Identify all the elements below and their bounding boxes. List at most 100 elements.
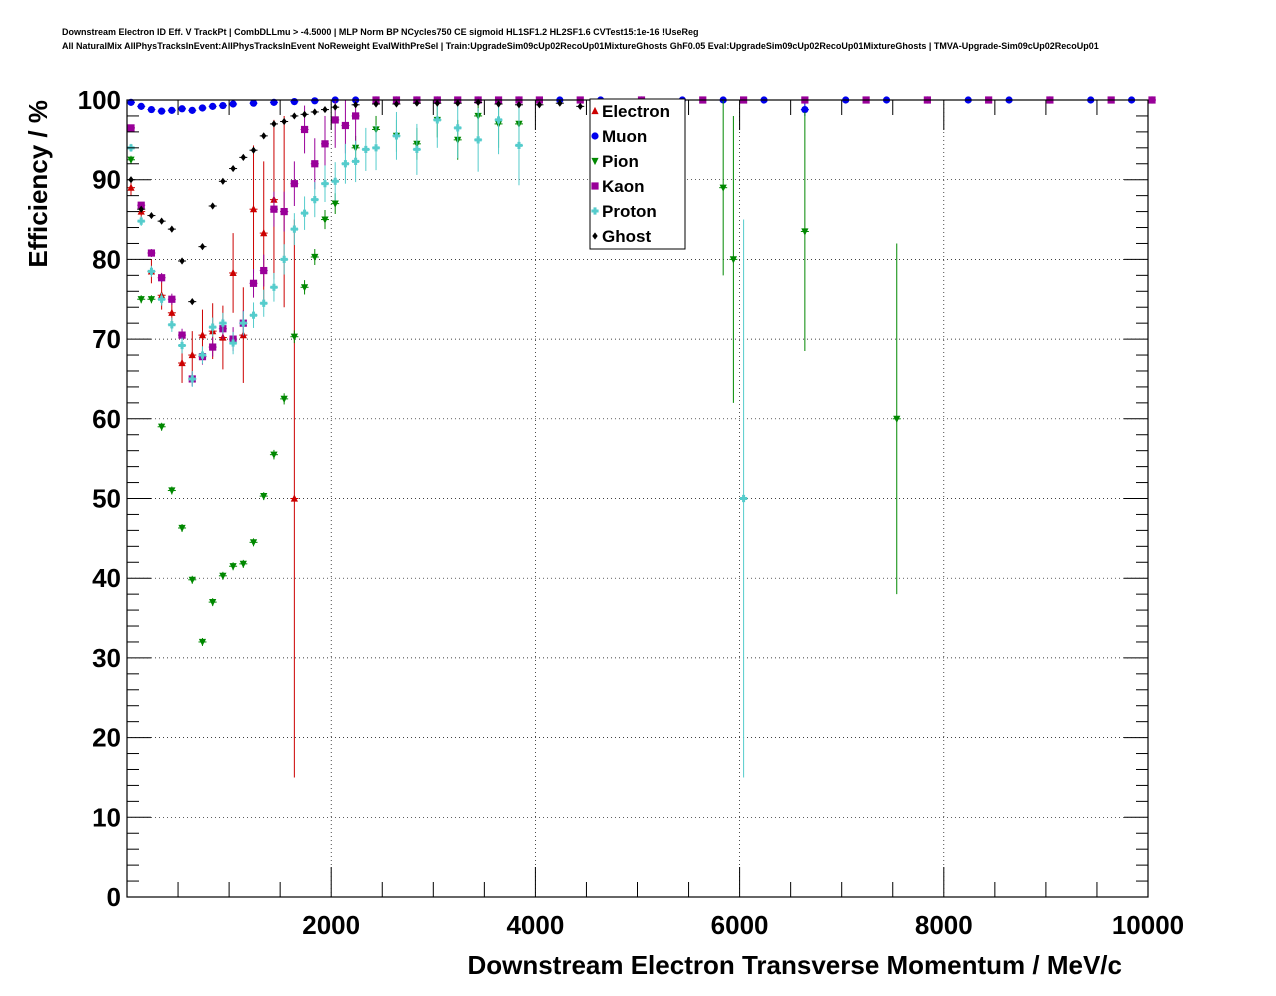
data-point [230, 164, 236, 173]
legend: Electron Muon Pion Kaon Proton Ghost [589, 98, 686, 250]
data-point [127, 124, 135, 132]
data-point [178, 331, 186, 339]
legend-label-pion: Pion [602, 152, 639, 171]
data-point [188, 576, 196, 584]
data-point [178, 524, 186, 533]
data-point [249, 539, 258, 547]
data-point [270, 451, 278, 459]
data-point [455, 99, 461, 107]
x-axis-label: Downstream Electron Transverse Momentum … [467, 950, 1122, 980]
data-point [331, 177, 339, 185]
data-point [516, 101, 522, 109]
data-point [341, 121, 350, 130]
data-point [249, 99, 258, 107]
data-point [229, 268, 237, 277]
data-point [229, 563, 237, 571]
y-tick-label: 40 [92, 563, 121, 593]
data-point [249, 205, 258, 213]
data-point [260, 493, 268, 501]
y-tick-label: 80 [92, 244, 121, 274]
legend-label-proton: Proton [602, 202, 657, 221]
y-tick-label: 30 [92, 643, 121, 673]
data-point [312, 108, 318, 116]
data-point [219, 572, 227, 580]
data-point [158, 423, 166, 431]
data-point [300, 125, 309, 134]
data-point [270, 283, 278, 291]
data-point [352, 101, 359, 109]
data-point [209, 343, 217, 351]
data-point [321, 140, 329, 148]
data-point [331, 116, 339, 124]
data-point [188, 350, 196, 359]
legend-marker-electron [591, 106, 599, 115]
x-tick-label: 10000 [1112, 910, 1184, 940]
data-point [352, 157, 360, 165]
data-point [414, 99, 420, 107]
data-point [178, 358, 186, 367]
data-point [198, 331, 207, 339]
y-tick-label: 10 [92, 802, 121, 832]
data-point [147, 267, 156, 275]
data-point [515, 141, 523, 150]
data-point [740, 494, 748, 503]
legend-marker-ghost [592, 232, 598, 240]
data-point [158, 217, 165, 225]
data-point [199, 243, 206, 251]
data-point [311, 253, 319, 262]
data-point [260, 299, 268, 307]
data-point [137, 296, 145, 304]
data-point [577, 102, 583, 110]
data-point [261, 132, 267, 140]
data-point [260, 228, 268, 237]
data-point [189, 298, 195, 306]
axis-ticks [126, 99, 1149, 898]
data-point [1148, 96, 1156, 104]
data-point [321, 216, 329, 224]
data-point [239, 319, 247, 327]
data-point [198, 351, 207, 359]
data-point [372, 144, 380, 152]
data-point [729, 256, 737, 264]
data-point [168, 106, 176, 114]
data-point [434, 99, 440, 107]
data-point [290, 333, 298, 341]
data-point [168, 487, 176, 495]
data-point [179, 257, 185, 265]
y-axis-label: Efficiency / % [23, 100, 53, 268]
axis-tick-labels: 2000 4000 6000 8000 10000 0 10 20 30 40 50 60 70 80 90… [78, 85, 1185, 940]
data-point [311, 160, 319, 168]
x-tick-label: 2000 [302, 910, 360, 940]
data-point [392, 132, 401, 140]
data-point [178, 105, 186, 113]
legend-marker-kaon [591, 182, 599, 190]
data-point [280, 255, 288, 263]
data-point [147, 249, 156, 257]
x-tick-label: 8000 [915, 910, 973, 940]
data-point [494, 116, 503, 124]
data-point [271, 120, 277, 128]
data-point [249, 279, 258, 287]
data-point [147, 105, 156, 114]
data-point [168, 321, 176, 329]
data-point [322, 105, 328, 114]
data-point [270, 205, 278, 213]
data-point [290, 225, 298, 233]
data-point [300, 209, 309, 217]
x-tick-label: 6000 [711, 910, 769, 940]
data-point [454, 124, 462, 132]
data-point [373, 100, 379, 108]
data-point [209, 323, 217, 331]
data-point [209, 102, 217, 110]
data-point [137, 217, 145, 225]
header-line-2: All NaturalMix AllPhysTracksInEvent:AllP… [62, 41, 1099, 51]
x-tick-label: 4000 [506, 910, 564, 940]
y-tick-label: 90 [92, 165, 121, 195]
data-point [147, 296, 156, 304]
y-tick-label: 70 [92, 324, 121, 354]
data-point [188, 106, 196, 114]
data-point [719, 184, 727, 192]
data-point [893, 415, 901, 423]
data-point [158, 274, 166, 282]
